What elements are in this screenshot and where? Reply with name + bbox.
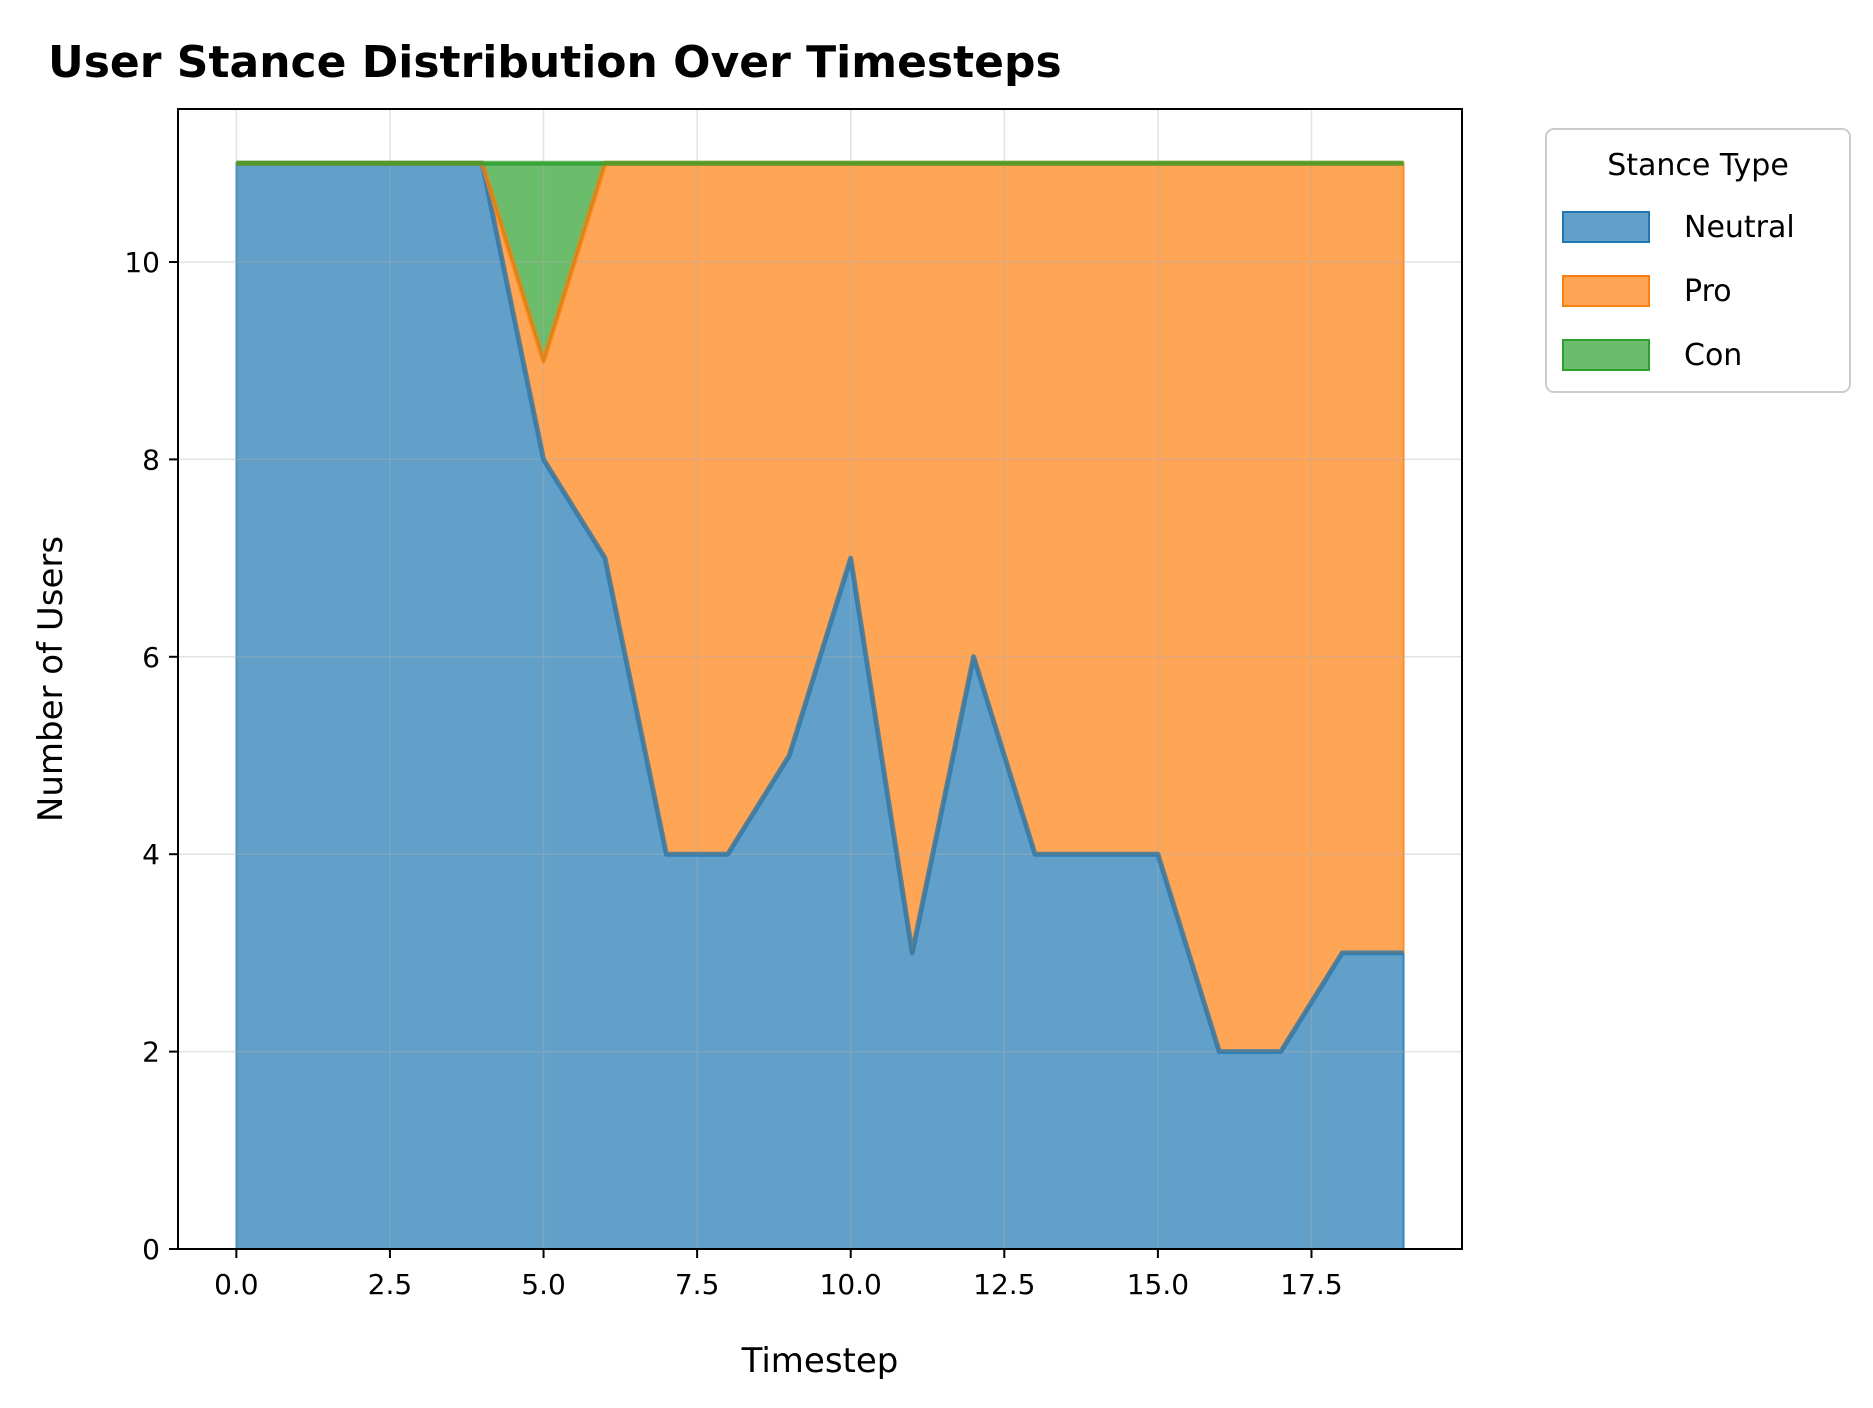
legend-swatch-neutral: [1562, 211, 1650, 243]
x-tick-label: 12.5: [973, 1268, 1035, 1301]
legend-box: [1545, 128, 1851, 393]
y-axis-ticks: 0 2 4 6 8 10: [124, 246, 178, 1266]
x-tick-label: 7.5: [675, 1268, 720, 1301]
legend-swatch-pro: [1562, 275, 1650, 307]
legend-label-neutral: Neutral: [1684, 210, 1795, 245]
legend-label-pro: Pro: [1684, 274, 1732, 309]
plot-frame: [177, 108, 1463, 1250]
legend-label-con: Con: [1684, 338, 1742, 373]
chart-title: User Stance Distribution Over Timesteps: [48, 37, 1062, 88]
y-tick-label: 2: [142, 1036, 160, 1069]
y-tick-label: 10: [124, 246, 160, 279]
y-tick-label: 0: [142, 1233, 160, 1266]
x-tick-label: 0.0: [214, 1268, 259, 1301]
y-tick-label: 6: [142, 641, 160, 674]
x-axis-ticks: 0.0 2.5 5.0 7.5 10.0 12.5 15.0 17.5: [214, 1249, 1343, 1301]
legend-items: Neutral Pro Con: [1562, 210, 1795, 373]
x-tick-label: 15.0: [1127, 1268, 1189, 1301]
series-lines: [236, 160, 1404, 1055]
y-tick-label: 8: [142, 443, 160, 476]
legend-title: Stance Type: [1607, 148, 1789, 183]
x-tick-label: 2.5: [368, 1268, 413, 1301]
x-tick-label: 17.5: [1280, 1268, 1342, 1301]
y-axis-label: Number of Users: [31, 536, 71, 822]
y-tick-label: 4: [142, 838, 160, 871]
x-axis-label: Timestep: [741, 1341, 899, 1381]
x-tick-label: 5.0: [521, 1268, 566, 1301]
area-layers: [235, 162, 1405, 1250]
legend-swatch-con: [1562, 339, 1650, 371]
x-tick-label: 10.0: [820, 1268, 882, 1301]
legend: Stance Type Neutral Pro Con: [1545, 128, 1851, 393]
